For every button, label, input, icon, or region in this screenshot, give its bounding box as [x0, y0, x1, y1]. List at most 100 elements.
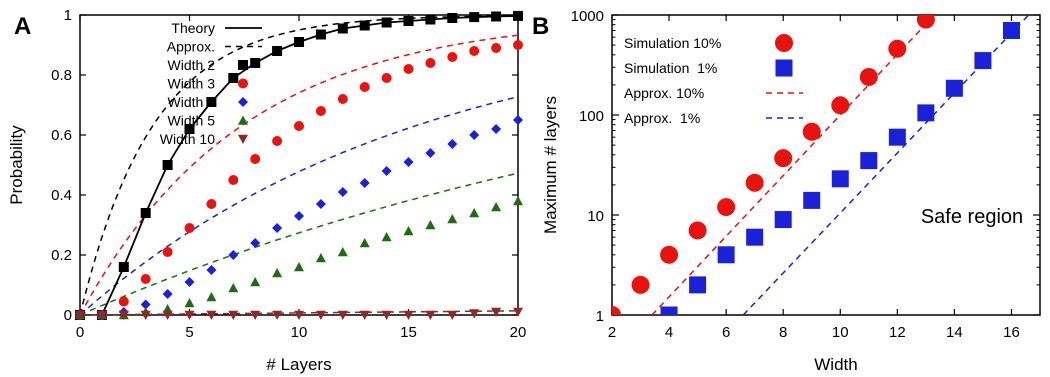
panel-a-xtick-label: 15 — [400, 324, 417, 341]
panel-a-point — [491, 202, 502, 212]
panel-a-point — [359, 20, 370, 31]
panel-a-point — [272, 310, 283, 320]
panel-b-point — [860, 152, 878, 170]
panel-a-point — [294, 262, 304, 272]
panel-a-point — [272, 136, 283, 146]
panel-a-xtick-label: 20 — [510, 324, 527, 341]
legend-series-label: Width 10 — [160, 131, 215, 147]
legend-series-label: Width 4 — [168, 94, 216, 110]
panel-b-ytick-label: 1000 — [571, 8, 604, 25]
panel-a-point — [140, 274, 151, 284]
panel-a-ylabel: Probability — [7, 125, 26, 205]
panel-a-approx-curve — [79, 34, 519, 316]
panel-b-point — [631, 275, 650, 294]
panel-b-point — [774, 149, 793, 168]
panel-a-point — [315, 310, 326, 320]
panel-a-point — [118, 296, 129, 307]
panel-a-point — [469, 46, 480, 56]
panel-a-point — [403, 16, 414, 26]
panel-a-point — [491, 43, 502, 53]
panel-b-xtick-label: 12 — [889, 324, 906, 341]
panel-a-point — [337, 187, 348, 197]
panel-a-point — [315, 106, 326, 116]
panel-a-ytick-label: 0.2 — [51, 247, 72, 264]
panel-b-point — [888, 128, 906, 146]
panel-a-point — [513, 10, 523, 21]
panel-a-point — [425, 310, 436, 320]
panel-b-point — [803, 191, 821, 209]
panel-a-point — [359, 82, 370, 92]
panel-a-point — [228, 310, 239, 320]
panel-a-point — [272, 268, 283, 278]
panel-a-point — [250, 154, 261, 164]
panel-b-point — [1002, 21, 1020, 39]
panel-a-letter: A — [14, 13, 31, 40]
panel-a-point — [162, 289, 173, 299]
panel-a-point — [381, 73, 392, 83]
panel-a-point — [228, 283, 239, 293]
panel-b-xlabel: Width — [814, 355, 857, 374]
panel-a-point — [381, 166, 392, 176]
panel-a-point — [140, 299, 151, 310]
panel-a-point — [359, 238, 370, 248]
panel-a-point — [294, 310, 304, 320]
panel-a-xtick-label: 0 — [76, 324, 84, 341]
panel-b-xtick-label: 4 — [665, 324, 673, 341]
panel-a-point — [206, 292, 217, 302]
panel-a-ytick-label: 0.8 — [51, 67, 72, 84]
legend-series-label: Width 5 — [168, 113, 216, 129]
legend-series-marker — [238, 115, 248, 125]
panel-b-point — [717, 198, 736, 217]
panel-a-point — [250, 310, 261, 320]
panel-a-point — [162, 310, 173, 320]
panel-b-plot-area — [612, 15, 1030, 315]
legend-series-marker — [238, 60, 248, 70]
panel-a-ytick-label: 1 — [64, 7, 72, 24]
panel-a-point — [96, 310, 107, 320]
panel-b-approx-line — [651, 15, 935, 315]
legend-b-marker — [775, 34, 793, 52]
panel-a-point — [469, 208, 480, 218]
panel-b-point — [774, 211, 792, 229]
panel-a-point — [184, 310, 195, 320]
panel-a-point — [513, 307, 523, 317]
panel-a-point — [294, 37, 304, 47]
legend-series-marker — [238, 97, 248, 107]
panel-a-approx-curve — [79, 14, 519, 316]
panel-b-xtick-label: 10 — [832, 324, 849, 341]
legend-theory-label: Theory — [171, 20, 215, 36]
panel-b-ytick-label: 10 — [587, 208, 604, 225]
panel-a-point — [381, 17, 392, 28]
panel-a-point — [206, 265, 217, 275]
panel-a-point — [118, 310, 129, 320]
panel-a-point — [381, 232, 392, 242]
panel-b-letter: B — [532, 13, 549, 40]
panel-b-point — [745, 173, 764, 192]
panel-b-xtick-label: 6 — [722, 324, 730, 341]
panel-a-point — [162, 247, 173, 257]
panel-b-ytick-label: 100 — [579, 108, 604, 125]
panel-b-xtick-label: 16 — [1003, 324, 1020, 341]
panel-a-point — [447, 310, 458, 320]
panel-a-point — [184, 124, 195, 134]
panel-a-point — [513, 115, 523, 125]
panel-a-point — [447, 52, 458, 62]
panel-b-point — [888, 39, 907, 58]
panel-a-point — [469, 130, 480, 140]
panel-a-point — [425, 148, 436, 158]
panel-b-xtick-label: 14 — [946, 324, 963, 341]
panel-a-point — [206, 199, 217, 209]
panel-a-point — [272, 223, 283, 233]
legend-b-label: Approx. 1% — [624, 110, 700, 126]
panel-a-point — [140, 310, 151, 320]
panel-a-point — [184, 223, 195, 233]
panel-a-point — [184, 277, 195, 287]
panel-b-point — [717, 246, 735, 264]
panel-b-point — [916, 15, 935, 29]
legend-series-label: Width 2 — [168, 57, 216, 73]
panel-a-point — [337, 23, 348, 34]
panel-b-point — [802, 122, 821, 141]
panel-a-point — [118, 262, 129, 272]
panel-a-point — [228, 175, 239, 185]
